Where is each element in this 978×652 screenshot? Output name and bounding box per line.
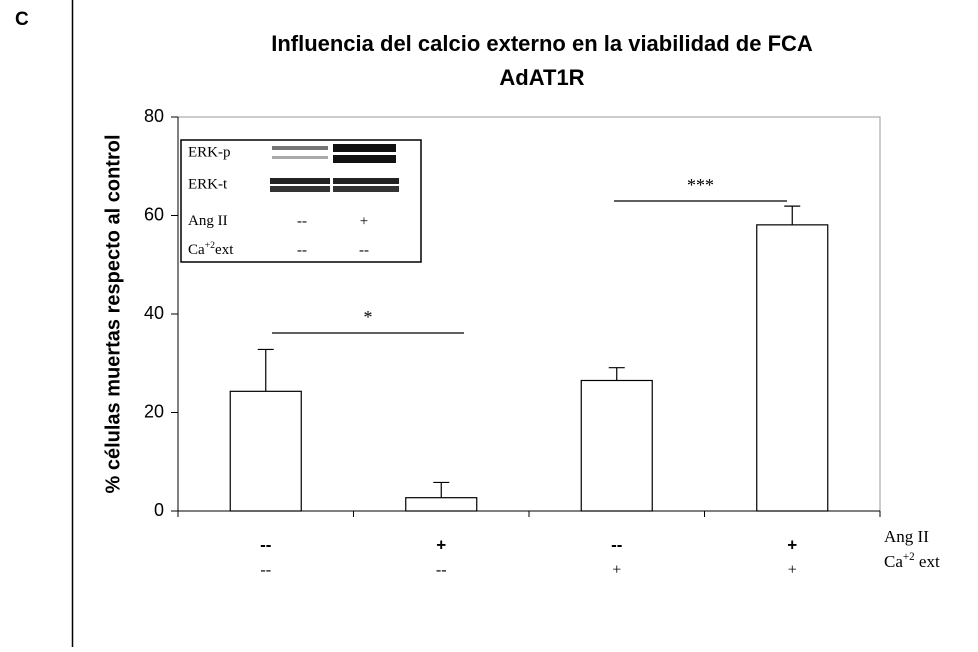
significance-label: *** (687, 175, 714, 195)
blot-label: ERK-t (188, 176, 228, 192)
category-label: -- (260, 562, 271, 579)
category-label: + (787, 535, 797, 554)
category-row-name: Ang II (884, 527, 929, 546)
blot-band (272, 156, 328, 159)
blot-band (333, 155, 396, 163)
y-tick-label: 0 (154, 500, 164, 520)
category-label: + (788, 562, 797, 579)
blot-band (333, 144, 396, 152)
inset-condition-name: Ang II (188, 213, 228, 229)
inset-condition-name-part: +2 (205, 240, 215, 251)
category-label: + (436, 535, 446, 554)
inset-condition-name-part: Ang II (188, 213, 228, 229)
y-axis-label: % células muertas respecto al control (102, 134, 124, 493)
y-tick-label: 40 (144, 303, 164, 323)
bar (406, 498, 477, 511)
blot-band (272, 146, 328, 150)
category-row-name-part: +2 (903, 551, 915, 563)
chart: C Influencia del calcio externo en la vi… (0, 0, 978, 647)
bar (230, 391, 301, 511)
blot-band (270, 186, 330, 192)
blot-band (333, 186, 399, 192)
y-tick-label: 60 (144, 204, 164, 224)
inset-condition-value: -- (297, 242, 307, 258)
bar (757, 225, 828, 511)
chart-subtitle: AdAT1R (499, 65, 584, 90)
inset-condition-value: -- (297, 213, 307, 229)
blot-band (270, 178, 330, 184)
panel-label: C (15, 9, 29, 30)
chart-title: Influencia del calcio externo en la viab… (271, 31, 813, 56)
category-row-name: Ca+2 ext (884, 551, 940, 571)
category-label: + (612, 562, 621, 579)
blot-label: ERK-p (188, 144, 231, 160)
inset-condition-value: -- (359, 242, 369, 258)
category-row-name-part: ext (915, 552, 940, 571)
category-row-name-part: Ang II (884, 527, 929, 546)
y-tick-label: 20 (144, 401, 164, 421)
category-label: -- (260, 535, 271, 554)
significance-label: * (364, 307, 373, 327)
inset-condition-name-part: ext (215, 242, 234, 258)
category-label: -- (611, 535, 622, 554)
inset-condition-name-part: Ca (188, 242, 205, 258)
y-tick-label: 80 (144, 106, 164, 126)
category-label: -- (436, 562, 447, 579)
category-row-name-part: Ca (884, 552, 903, 571)
bar (581, 380, 652, 511)
blot-band (333, 178, 399, 184)
inset-condition-value: + (360, 213, 368, 229)
